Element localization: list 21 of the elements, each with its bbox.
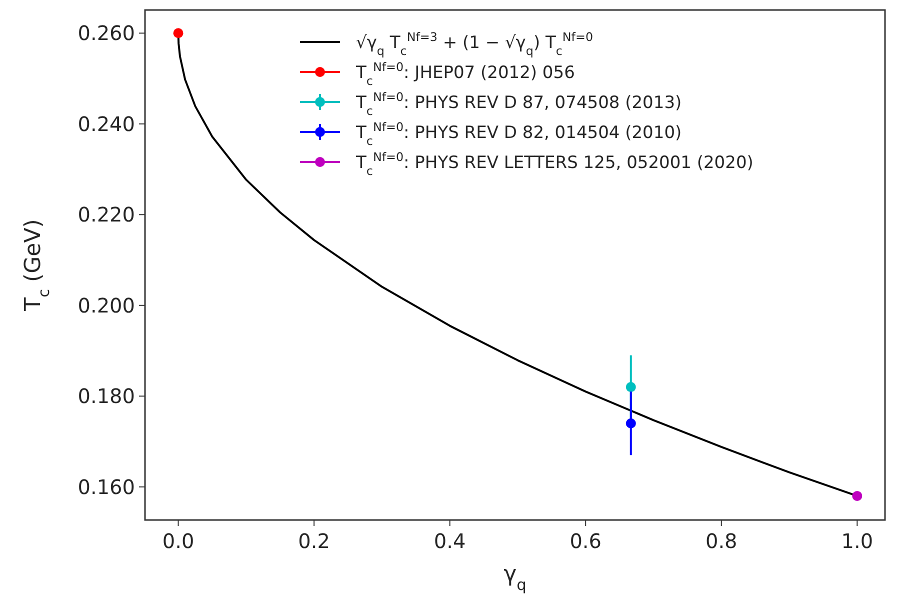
legend-label: T$_{c}$$^{Nf=0}$: PHYS REV LETTERS 125, 052001 (2020) [355, 150, 754, 178]
y-tick-label: 0.260 [78, 21, 135, 46]
y-tick-label: 0.220 [78, 202, 135, 227]
y-tick-label: 0.160 [78, 474, 135, 499]
point [173, 28, 184, 38]
point [626, 382, 636, 392]
point [852, 490, 862, 501]
legend-label: T$_{c}$$^{Nf=0}$: PHYS REV D 82, 014504 (2010) [355, 120, 682, 148]
x-tick-label: 0.6 [570, 529, 602, 553]
x-tick-label: 0.4 [434, 529, 466, 553]
x-axis-title: γ$_{q}$ [504, 562, 526, 594]
y-tick-label: 0.180 [78, 384, 135, 408]
x-tick-label: 0.2 [298, 529, 330, 553]
point [626, 418, 636, 428]
legend-label: T$_{c}$$^{Nf=0}$: PHYS REV D 87, 074508 (2013) [355, 90, 682, 118]
legend-label: T$_{c}$$^{Nf=0}$: JHEP07 (2012) 056 [355, 60, 575, 88]
x-tick-label: 1.0 [841, 529, 874, 553]
y-tick-label: 0.200 [78, 293, 135, 318]
y-tick-label: 0.240 [78, 112, 135, 136]
x-tick-label: 0.0 [162, 529, 194, 553]
x-tick-label: 0.8 [705, 529, 738, 553]
